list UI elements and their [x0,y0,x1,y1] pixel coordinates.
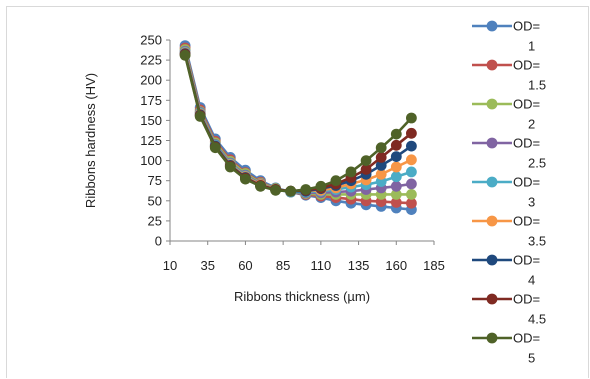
y-tick-label: 75 [148,173,162,188]
data-point [315,180,327,192]
data-point [240,173,251,185]
legend-label: OD= 1.5 [513,58,546,93]
legend-item: OD= 5 [472,331,540,366]
legend-item: OD= 4.5 [472,292,546,327]
plot-area: 0 25 50 75 100 125 150 175 200 225 250 10 35 60 85 110 1… [140,33,445,274]
x-tick-label: 60 [238,258,252,273]
legend-swatch-marker [486,332,498,344]
legend-label: OD= 4 [513,253,540,288]
legend-swatch-marker [486,137,498,149]
data-point [375,152,387,163]
legend-item: OD= 2.5 [472,136,546,171]
y-tick-label: 0 [155,234,162,249]
legend-swatch-marker [486,176,498,188]
data-point [390,180,402,192]
y-tick-label: 125 [140,133,162,148]
data-point [406,154,417,166]
x-tick-label: 85 [276,258,290,273]
legend-label: OD= 4.5 [513,292,546,327]
y-tick-label: 150 [140,113,162,128]
y-tick-label: 250 [140,33,162,48]
y-axis-title: Ribbons hardness (HV) [83,73,98,208]
legend-item: OD= 1 [472,19,540,54]
y-tick-label: 100 [140,153,162,168]
data-point [390,139,402,151]
data-point [330,175,342,187]
series-line [183,54,413,193]
legend-label: OD= 2.5 [513,136,546,171]
legend-label: OD= 2 [513,97,540,132]
legend-swatch-marker [486,293,498,305]
data-point [390,161,402,173]
y-tick-label: 225 [140,53,162,68]
data-point [360,155,372,167]
legend-item: OD= 3.5 [472,214,546,249]
x-tick-label: 110 [310,258,331,273]
data-point [285,185,297,197]
data-point [390,128,402,140]
data-point [270,184,281,196]
data-point [406,127,417,139]
chart-frame [6,6,589,378]
y-tick-label: 200 [140,73,162,88]
legend-label: OD= 3 [513,175,540,210]
x-tick-label: 10 [163,258,177,273]
x-tick-label: 185 [423,258,445,273]
legend: OD= 1 OD= 1.5 OD= 2 OD= 2.5 OD= 3 OD= 3.5 OD= 4 OD= 4.5… [472,19,546,366]
legend-label: OD= 5 [513,331,540,366]
legend-swatch-marker [486,98,498,110]
data-point [375,142,387,154]
data-point [390,189,402,200]
legend-label: OD= 1 [513,19,540,54]
legend-item: OD= 1.5 [472,58,546,93]
data-point [360,164,372,175]
data-point [406,197,417,209]
data-point [194,111,206,122]
legend-swatch-marker [486,254,498,266]
data-point [390,171,402,183]
data-point [375,168,387,180]
legend-swatch-marker [486,215,498,227]
legend-item: OD= 3 [472,175,540,210]
data-point [375,160,387,171]
y-tick-label: 175 [140,93,162,108]
data-point [406,166,417,178]
data-point [179,49,191,61]
data-point [390,197,402,208]
data-point [406,112,417,124]
x-tick-label: 135 [348,258,370,273]
data-point [255,180,266,192]
data-point [224,161,236,173]
x-tick-label: 35 [200,258,214,273]
data-point [406,189,417,200]
y-tick-label: 50 [148,193,162,208]
legend-item: OD= 2 [472,97,540,132]
legend-label: OD= 3.5 [513,214,546,249]
x-axis-title: Ribbons thickness (µm) [234,289,370,304]
series-9 [179,49,417,197]
x-tick-label: 160 [385,258,407,273]
data-point [406,178,417,190]
legend-item: OD= 4 [472,253,540,288]
data-point [300,184,312,195]
series-6 [179,47,417,197]
data-point [209,142,221,154]
data-point [406,140,417,152]
data-point [390,151,402,163]
y-tick-label: 25 [148,213,162,228]
data-point [345,166,357,178]
legend-swatch-marker [486,20,498,32]
legend-swatch-marker [486,59,498,71]
